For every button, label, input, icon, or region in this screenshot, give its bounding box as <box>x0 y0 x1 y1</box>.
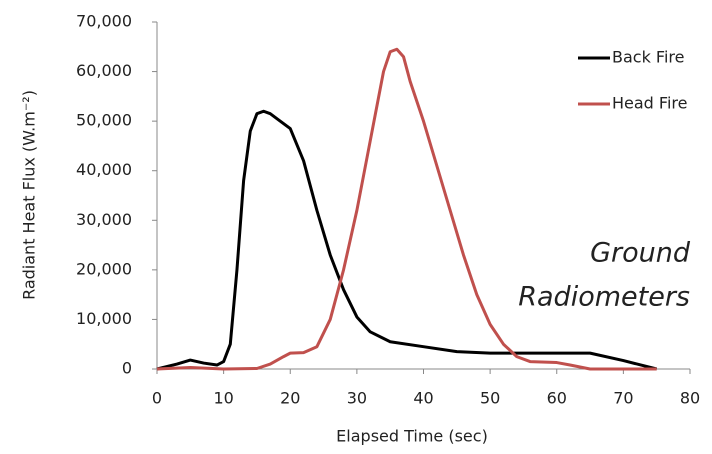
x-tick-label: 50 <box>480 389 500 408</box>
y-tick-label: 60,000 <box>76 61 132 80</box>
legend-label: Head Fire <box>612 94 687 113</box>
y-tick-label: 20,000 <box>76 259 132 278</box>
annotation: Radiometers <box>518 282 690 313</box>
y-axis-title: Radiant Heat Flux (W.m⁻²) <box>20 90 39 300</box>
x-axis-title: Elapsed Time (sec) <box>336 427 488 446</box>
x-tick-label: 10 <box>213 389 233 408</box>
y-tick-label: 30,000 <box>76 210 132 229</box>
x-tick-label: 20 <box>280 389 300 408</box>
line <box>156 47 657 371</box>
y-tick-label: 40,000 <box>76 160 132 179</box>
y-tick-label: 10,000 <box>76 309 132 328</box>
x-tick-label: 30 <box>347 389 367 408</box>
y-tick-label: 50,000 <box>76 111 132 130</box>
x-tick-label: 40 <box>413 389 433 408</box>
x-tick-label: 0 <box>152 389 162 408</box>
x-tick-label: 60 <box>547 389 567 408</box>
legend-label: Back Fire <box>612 48 684 67</box>
annotation: Ground <box>590 238 691 269</box>
x-tick-label: 70 <box>613 389 633 408</box>
y-tick-label: 70,000 <box>76 12 132 31</box>
line <box>156 109 658 371</box>
y-tick-label: 0 <box>122 359 132 378</box>
x-tick-label: 80 <box>680 389 700 408</box>
